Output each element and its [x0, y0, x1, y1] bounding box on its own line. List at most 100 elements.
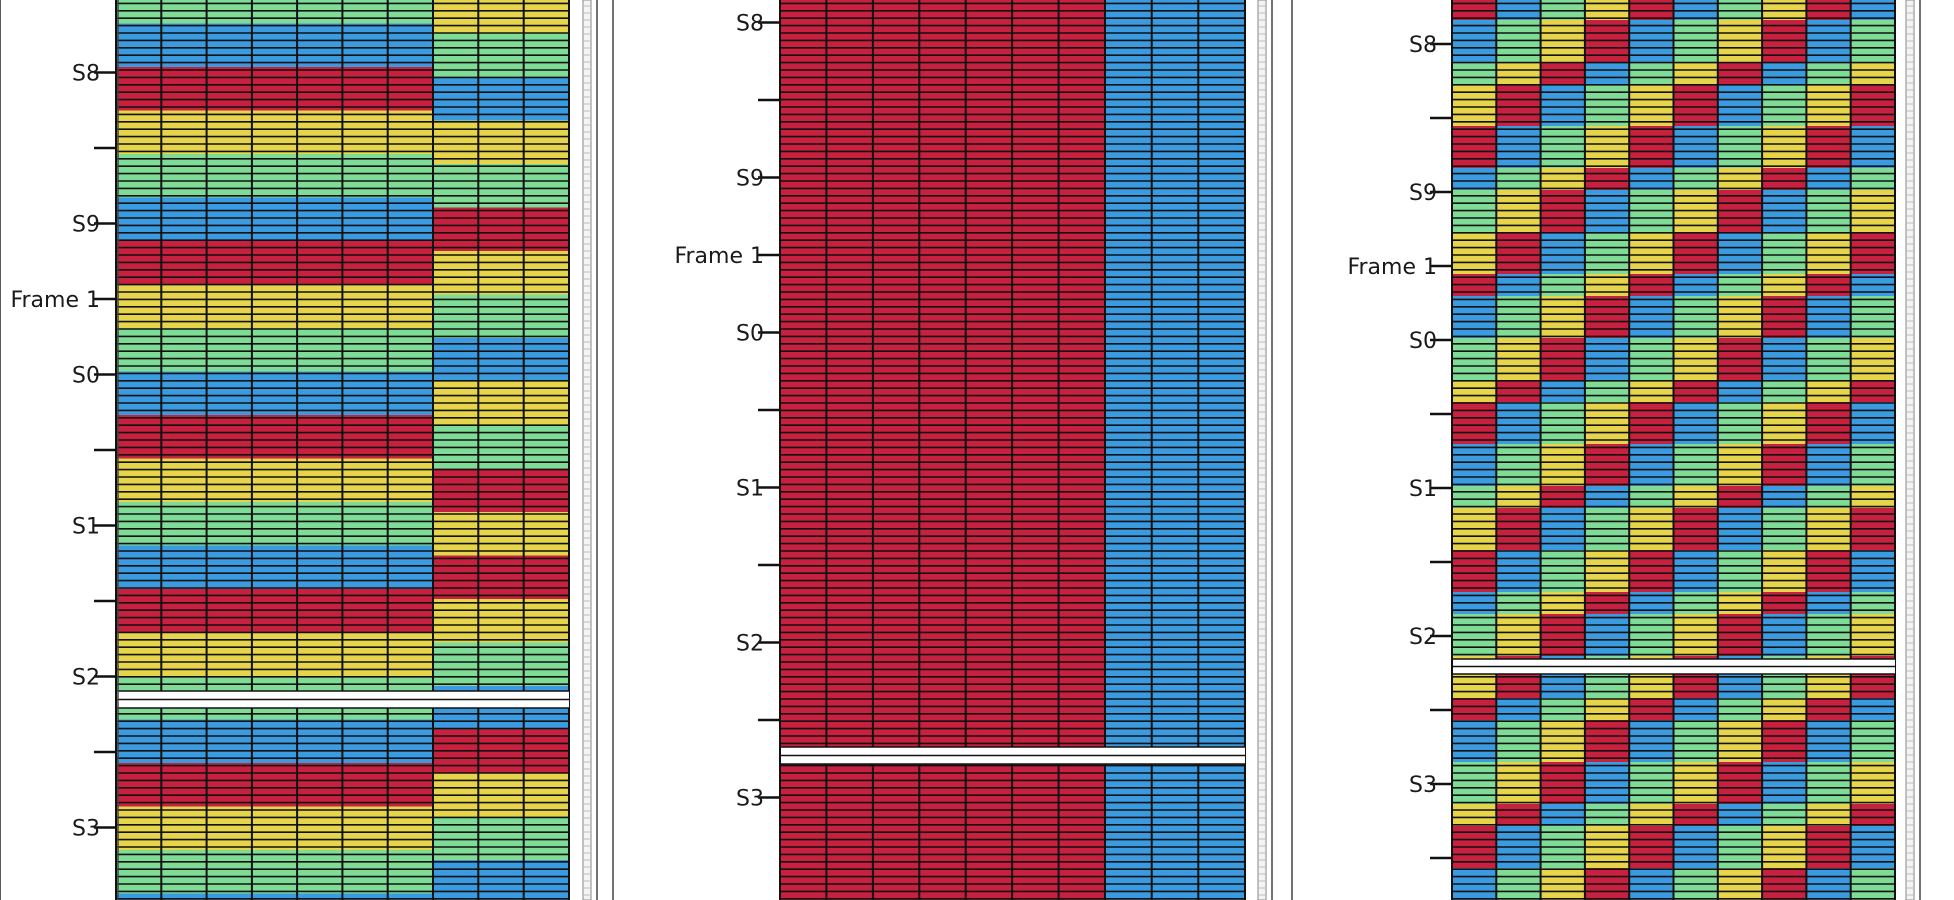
checker-cell	[1673, 380, 1718, 402]
right-tick-label: Frame 1	[1347, 255, 1437, 280]
checker-cell	[1762, 168, 1807, 190]
checker-cell	[1584, 614, 1630, 656]
band-main	[116, 893, 433, 900]
checker-cell	[1540, 62, 1585, 84]
left-tick-label: S9	[72, 213, 100, 238]
checker-cell	[1452, 232, 1497, 274]
checker-cell	[1673, 614, 1718, 656]
checker-cell	[1540, 550, 1585, 592]
checker-cell	[1850, 380, 1895, 402]
checker-cell	[1717, 296, 1763, 338]
scroll-rail	[1257, 0, 1267, 900]
band-main	[116, 197, 433, 241]
checker-cell	[1806, 84, 1851, 126]
right-tick-label: S3	[1409, 773, 1437, 798]
checker-cell	[1806, 296, 1851, 338]
checker-cell	[1762, 402, 1807, 444]
checker-cell	[1540, 168, 1585, 190]
checker-cell	[1717, 444, 1763, 486]
checker-cell	[1452, 550, 1497, 592]
band-main	[116, 719, 433, 763]
checker-cell	[1452, 486, 1497, 508]
checker-cell	[1452, 804, 1497, 826]
right-tick-label: S0	[1409, 329, 1437, 354]
checker-cell	[1629, 698, 1674, 720]
checker-cell	[1452, 762, 1497, 804]
checker-cell	[1452, 126, 1497, 168]
checker-cell	[1762, 126, 1807, 168]
checker-cell	[1850, 444, 1895, 486]
middle-tick-label: S9	[736, 167, 764, 192]
checker-cell	[1629, 762, 1674, 804]
checker-cell	[1496, 62, 1541, 84]
checker-cell	[1673, 550, 1718, 592]
checker-cell	[1673, 720, 1718, 762]
checker-cell	[1629, 614, 1674, 656]
checker-cell	[1806, 804, 1851, 826]
middle-tick-label: S3	[736, 787, 764, 812]
checker-cell	[1540, 380, 1585, 402]
checker-cell	[1584, 296, 1630, 338]
checker-cell	[1584, 380, 1630, 402]
checker-cell	[1850, 720, 1895, 762]
checker-cell	[1762, 550, 1807, 592]
checker-cell	[1540, 762, 1585, 804]
checker-cell	[1496, 232, 1541, 274]
checker-cell	[1452, 168, 1497, 190]
middle-tick-label: S0	[736, 322, 764, 347]
band-side	[433, 642, 569, 686]
band-side	[433, 207, 569, 251]
checker-cell	[1452, 62, 1497, 84]
checker-cell	[1717, 550, 1763, 592]
checker-cell	[1496, 296, 1541, 338]
left-tick-label: Frame 1	[10, 288, 100, 313]
checker-cell	[1584, 84, 1630, 126]
checker-cell	[1673, 126, 1718, 168]
checker-cell	[1806, 614, 1851, 656]
checker-cell	[1806, 550, 1851, 592]
checker-cell	[1629, 804, 1674, 826]
checker-cell	[1496, 550, 1541, 592]
checker-cell	[1673, 62, 1718, 84]
checker-cell	[1673, 698, 1718, 720]
scroll-rail	[582, 0, 592, 900]
checker-cell	[1629, 380, 1674, 402]
checker-cell	[1850, 62, 1895, 84]
checker-cell	[1540, 296, 1585, 338]
checker-cell	[1717, 62, 1763, 84]
checker-cell	[1540, 720, 1585, 762]
checker-cell	[1629, 486, 1674, 508]
middle-tick-label: S8	[736, 12, 764, 37]
checker-cell	[1629, 232, 1674, 274]
checker-cell	[1452, 698, 1497, 720]
checker-cell	[1717, 84, 1763, 126]
checker-cell	[1806, 62, 1851, 84]
band-side	[433, 0, 569, 34]
left-tick-label: S2	[72, 666, 100, 691]
checker-cell	[1629, 296, 1674, 338]
checker-cell	[1584, 62, 1630, 84]
band-side	[433, 512, 569, 556]
middle-tick-label: S1	[736, 477, 764, 502]
band-side	[433, 468, 569, 512]
right-tick-label: S2	[1409, 625, 1437, 650]
checker-cell	[1673, 232, 1718, 274]
band-main	[116, 328, 433, 372]
checker-cell	[1717, 804, 1763, 826]
band-main	[116, 850, 433, 894]
checker-cell	[1496, 762, 1541, 804]
scroll-rail-marks	[584, 5, 590, 896]
checker-cell	[1496, 614, 1541, 656]
checker-cell	[1673, 804, 1718, 826]
middle-tick-label: Frame 1	[674, 244, 764, 269]
checker-cell	[1496, 720, 1541, 762]
scroll-rail-marks	[1907, 5, 1913, 896]
checker-cell	[1850, 84, 1895, 126]
checker-cell	[1584, 550, 1630, 592]
right-tick-label: S8	[1409, 33, 1437, 58]
checker-cell	[1629, 402, 1674, 444]
checker-cell	[1762, 84, 1807, 126]
checker-cell	[1452, 296, 1497, 338]
gap-band-lines	[116, 690, 569, 709]
